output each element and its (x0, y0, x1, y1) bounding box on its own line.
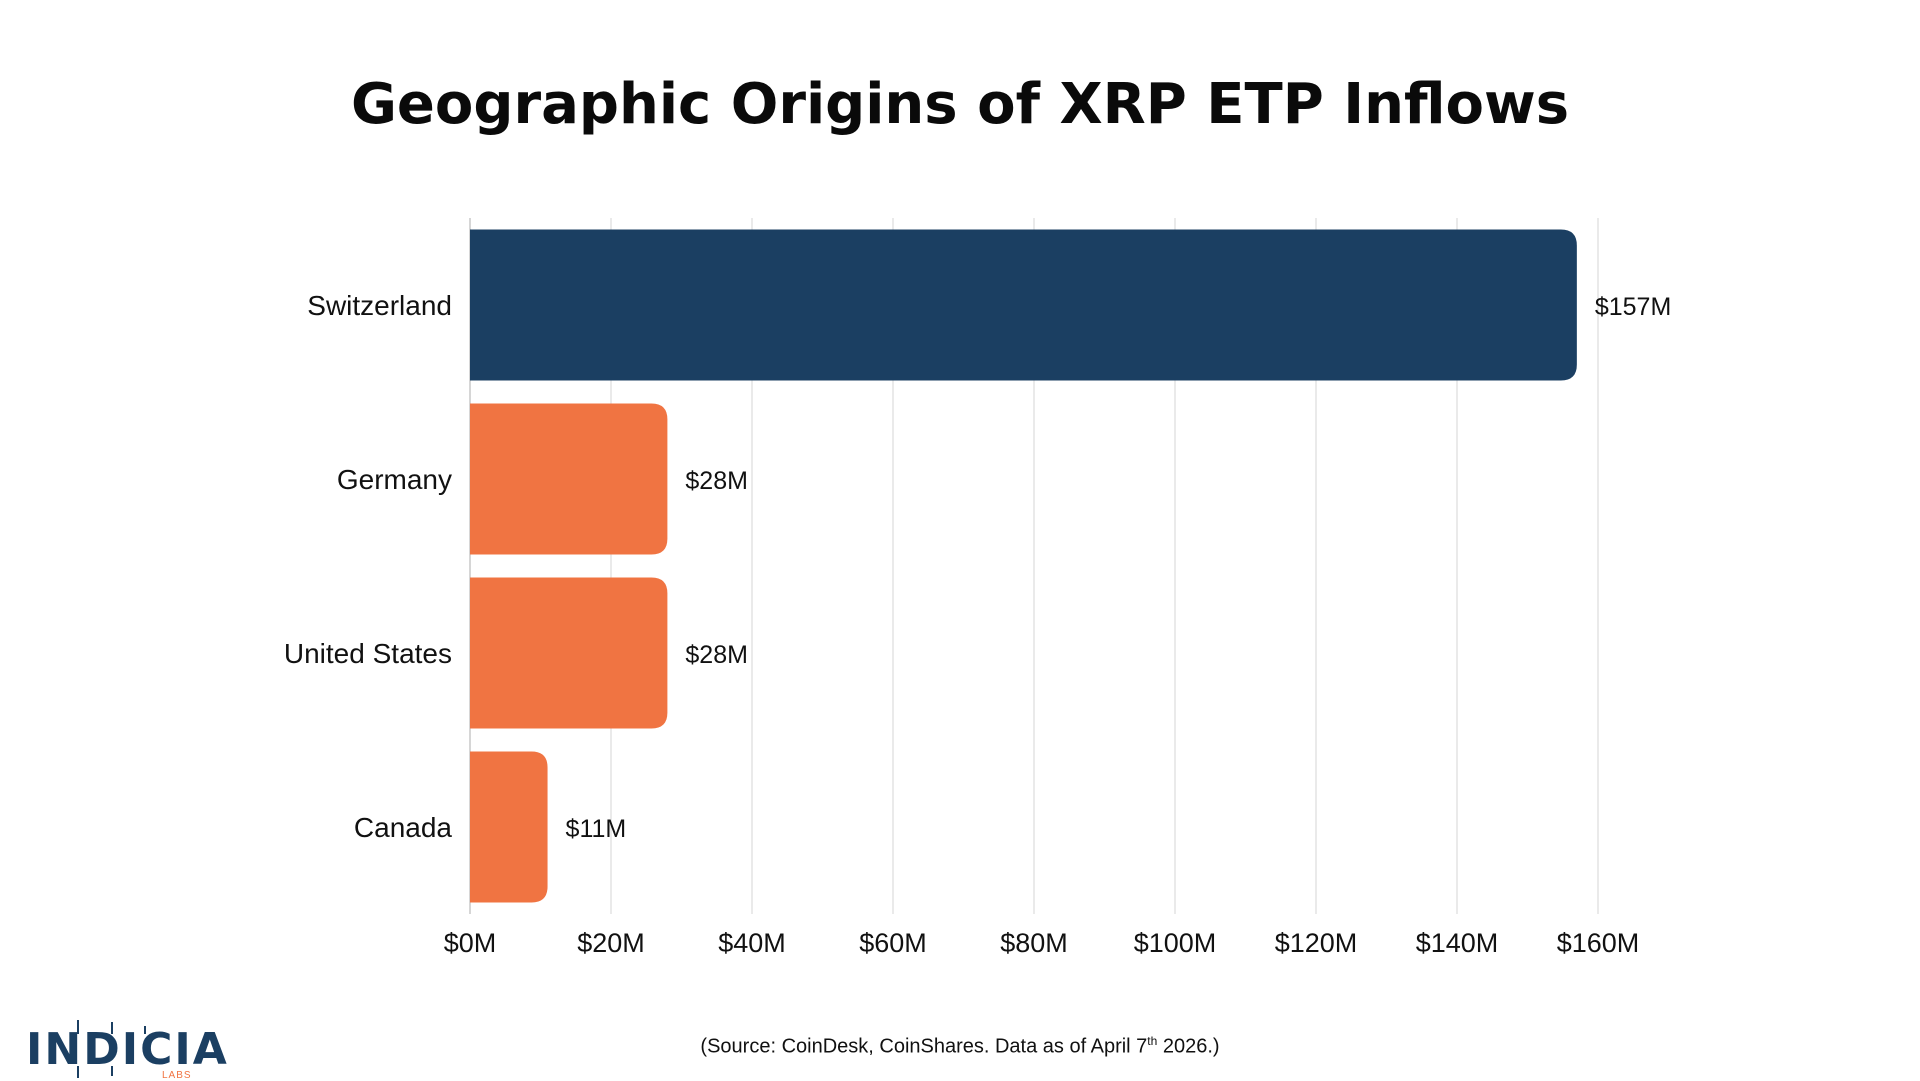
x-tick-label: $60M (859, 928, 927, 958)
source-text-end: 2026.) (1157, 1035, 1220, 1058)
category-labels: Switzerland Germany United States Canada (284, 290, 453, 843)
category-label: Switzerland (307, 290, 452, 321)
bar-canada (470, 751, 548, 903)
x-tick-label: $0M (444, 928, 497, 958)
source-superscript: th (1147, 1034, 1158, 1048)
logo-sub: LABS (162, 1070, 192, 1081)
x-tick-label: $80M (1000, 928, 1068, 958)
bar-united-states (470, 577, 668, 729)
data-label: $28M (685, 467, 748, 495)
bars (470, 229, 1577, 903)
source-note: (Source: CoinDesk, CoinShares. Data as o… (0, 1034, 1920, 1059)
category-label: Germany (337, 464, 452, 495)
x-tick-label: $100M (1134, 928, 1217, 958)
data-labels: $157M $28M $28M $11M (566, 293, 1672, 843)
category-label: Canada (354, 812, 453, 843)
x-tick-label: $140M (1416, 928, 1499, 958)
chart-title: Geographic Origins of XRP ETP Inflows (350, 72, 1570, 137)
category-label: United States (284, 638, 452, 669)
source-text: (Source: CoinDesk, CoinShares. Data as o… (700, 1035, 1148, 1058)
x-axis-ticks: $0M $20M $40M $60M $80M $100M $120M $140M $160M (444, 928, 1640, 958)
logo-wordmark: INDICIA (26, 1024, 229, 1075)
x-tick-label: $20M (577, 928, 645, 958)
logo-candlestick-icon (77, 1020, 146, 1078)
data-label: $28M (685, 641, 748, 669)
x-tick-label: $40M (718, 928, 786, 958)
x-tick-label: $120M (1275, 928, 1358, 958)
indicia-labs-logo: INDICIA LABS (26, 1020, 227, 1081)
data-label: $157M (1595, 293, 1671, 321)
bar-switzerland (470, 229, 1577, 381)
data-label: $11M (566, 815, 627, 843)
bar-germany (470, 403, 668, 555)
x-tick-label: $160M (1557, 928, 1640, 958)
